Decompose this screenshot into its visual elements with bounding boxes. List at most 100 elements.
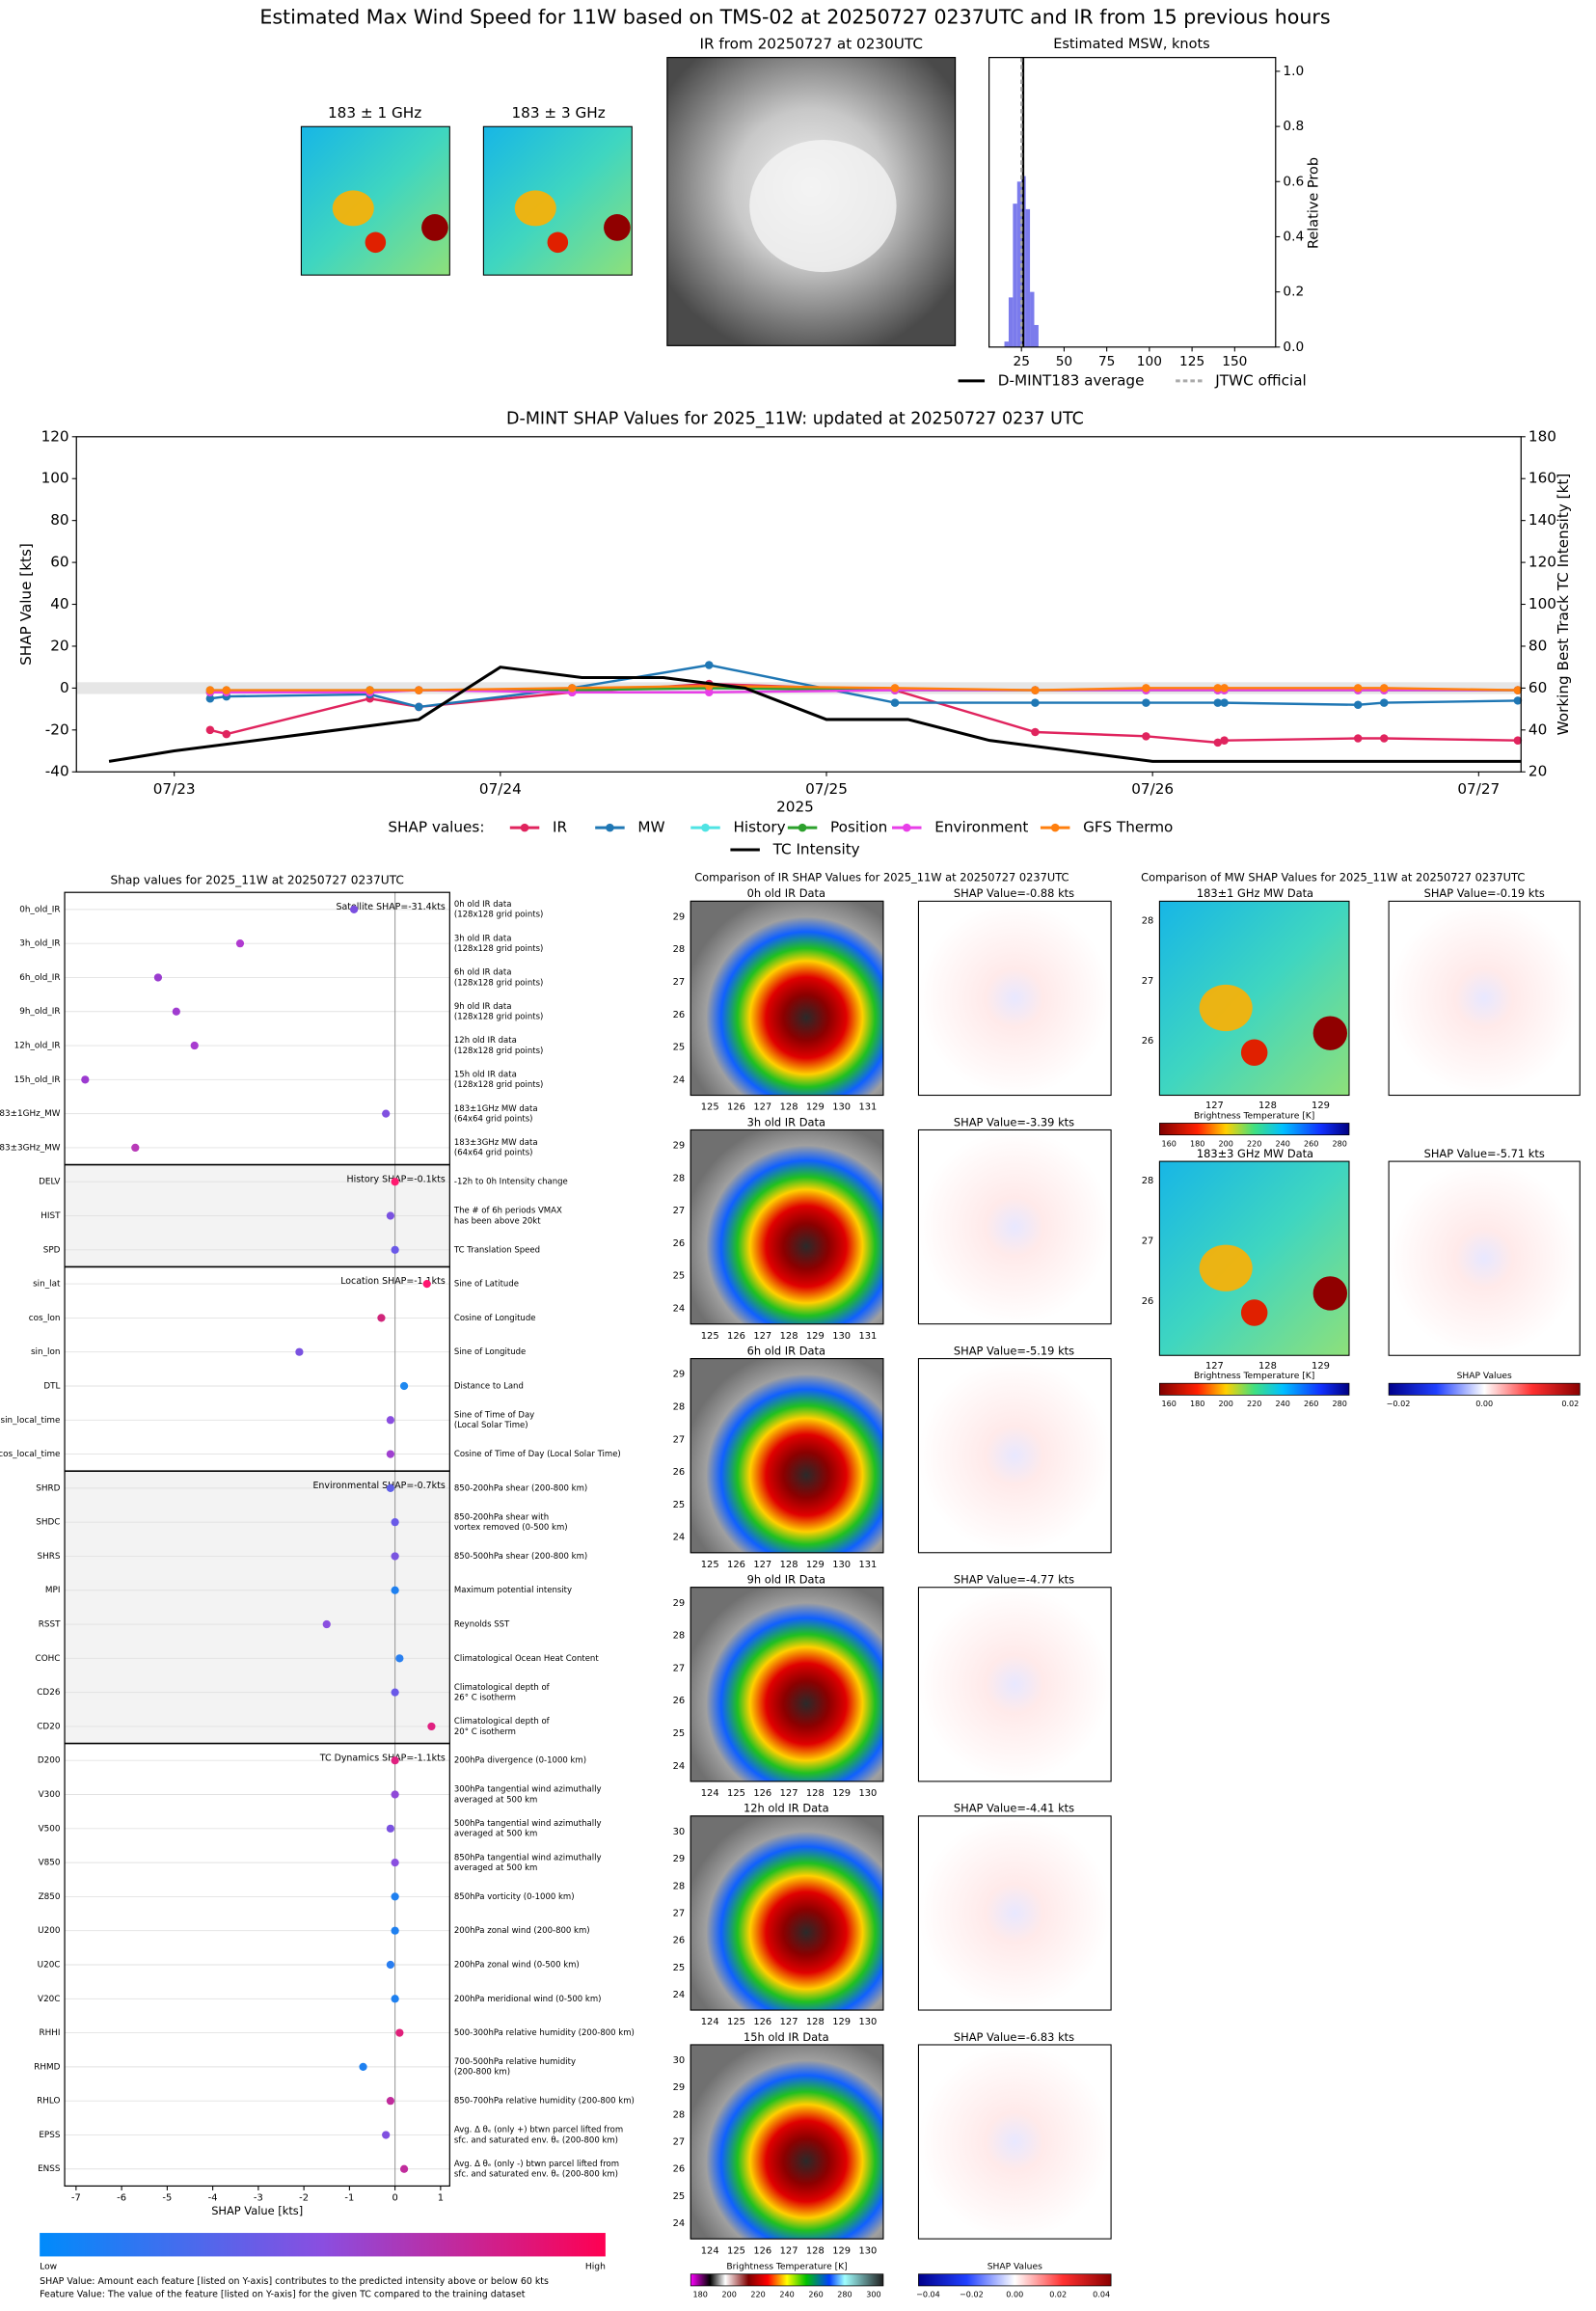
y2-tick-label: 100 (1528, 595, 1556, 612)
x-tick-label: 75 (1098, 354, 1115, 369)
x-tick-label: 07/25 (805, 780, 848, 798)
axis-tick-label: 28 (673, 944, 686, 955)
shap-dot (391, 1178, 399, 1186)
colorbar-title: SHAP Values (1457, 1372, 1512, 1381)
legend-marker (520, 823, 529, 832)
shap-image (917, 1358, 1112, 1554)
series-marker (1142, 698, 1150, 707)
y2-tick-label: 20 (1528, 763, 1547, 780)
colorbar-tick-label: 240 (1275, 1400, 1289, 1408)
feature-label: 6h_old_IR (19, 973, 60, 983)
feature-description: sfc. and saturated env. θₑ (200-800 km) (454, 2170, 618, 2180)
axis-tick-label: 124 (701, 1788, 719, 1799)
bar (1034, 324, 1039, 347)
panel-title: 12h old IR Data (744, 1802, 829, 1815)
bar (1025, 208, 1031, 347)
panel-title: 9h old IR Data (747, 1573, 825, 1587)
y-axis-label: Relative Prob (1306, 157, 1321, 249)
y2-tick-label: 180 (1528, 427, 1556, 445)
shap-dot (386, 1450, 395, 1458)
legend-label: Environment (934, 819, 1028, 836)
feature-description: 200hPa zonal wind (0-500 km) (454, 1960, 580, 1970)
feature-description: 0h old IR data (454, 900, 512, 910)
axis-tick-label: 130 (832, 1102, 851, 1113)
series-line (209, 664, 1518, 709)
axis-tick-label: 26 (1142, 1036, 1154, 1047)
series-marker (567, 684, 577, 693)
feature-label: 183±1GHz_MW (0, 1109, 61, 1119)
footnote: SHAP Value: Amount each feature [listed … (40, 2276, 549, 2287)
colorbar-tick-label: 180 (1190, 1139, 1204, 1148)
axis-tick-label: 126 (727, 1102, 745, 1113)
series-marker (1213, 684, 1223, 693)
axis-tick-label: 25 (673, 1963, 686, 1973)
axis-tick-label: 25 (673, 1043, 686, 1053)
axis-tick-label: 131 (858, 1331, 877, 1342)
axis-tick-label: 130 (858, 2017, 877, 2027)
mw-feature (1199, 1244, 1253, 1291)
axis-tick-label: 124 (701, 2017, 719, 2027)
feature-description: The # of 6h periods VMAX (453, 1207, 562, 1216)
colorbar-title: Brightness Temperature [K] (726, 2263, 847, 2272)
feature-label: ENSS (38, 2164, 61, 2174)
feature-description: Distance to Land (454, 1381, 524, 1391)
legend-label: TC Intensity (772, 841, 860, 858)
feature-description: (Local Solar Time) (454, 1421, 528, 1430)
shap-dot (391, 1688, 399, 1697)
ir-image (690, 2044, 884, 2240)
mw-image (1158, 1160, 1350, 1356)
feature-description: 6h old IR data (454, 968, 512, 978)
panel-title: 0h old IR Data (747, 886, 825, 900)
feature-description: (64x64 grid points) (454, 1149, 533, 1158)
colorbar-tick-label: 0.02 (1561, 1400, 1579, 1408)
feature-description: averaged at 500 km (454, 1830, 537, 1839)
section-title: Comparison of MW SHAP Values for 2025_11… (1141, 870, 1525, 884)
x-tick-label: 125 (1179, 354, 1204, 369)
feature-description: -12h to 0h Intensity change (454, 1178, 568, 1187)
shap-image (917, 1587, 1112, 1782)
series-marker (1379, 684, 1389, 693)
colorbar-tick-label: 220 (1247, 1139, 1261, 1148)
shap-dot (172, 1007, 180, 1016)
legend-label: History (733, 819, 785, 836)
series-marker (705, 661, 714, 669)
feature-label: cos_local_time (0, 1450, 60, 1459)
bar (1013, 204, 1017, 347)
feature-label: 183±3GHz_MW (0, 1143, 61, 1153)
y-tick-label: 60 (50, 554, 68, 571)
panel-title: 183±1 GHz MW Data (1197, 886, 1313, 900)
axis-tick-label: 28 (1142, 1176, 1154, 1186)
mw-feature (1240, 1299, 1268, 1326)
colorbar-tick-label: −0.02 (1387, 1400, 1411, 1408)
colorbar (1388, 1382, 1581, 1396)
y-tick-label: 0.6 (1283, 174, 1304, 189)
chart-title: Estimated MSW, knots (1053, 37, 1209, 52)
axis-tick-label: 30 (673, 1827, 686, 1837)
mw-feature (1312, 1276, 1348, 1311)
shap-image (1388, 900, 1581, 1097)
mw-feature (365, 231, 387, 254)
feature-label: DTL (43, 1381, 60, 1391)
panel-title: SHAP Value=-3.39 kts (954, 1115, 1074, 1128)
mw-feature (1240, 1039, 1268, 1067)
feature-label: sin_local_time (0, 1416, 60, 1426)
mw-feature (547, 231, 569, 254)
feature-description: averaged at 500 km (454, 1863, 537, 1873)
feature-description: 200hPa divergence (0-1000 km) (454, 1756, 586, 1766)
axis-tick-label: 128 (806, 2017, 825, 2027)
series-marker (1031, 698, 1040, 707)
series-line (108, 666, 1522, 763)
shap-dot (391, 1518, 399, 1527)
shap-dot (391, 1245, 399, 1254)
series-marker (705, 688, 714, 696)
colorbar-tick-label: −0.04 (916, 2291, 940, 2299)
legend-marker (606, 823, 614, 832)
axis-tick-label: 29 (673, 1370, 686, 1380)
x-tick-label: -2 (299, 2193, 309, 2204)
colorbar-tick-label: 200 (1219, 1400, 1233, 1408)
colorbar-tick-label: 280 (1332, 1400, 1346, 1408)
feature-description: Climatological Ocean Heat Content (454, 1654, 599, 1664)
series-marker (1353, 700, 1363, 710)
footnote: Feature Value: The value of the feature … (40, 2290, 526, 2300)
